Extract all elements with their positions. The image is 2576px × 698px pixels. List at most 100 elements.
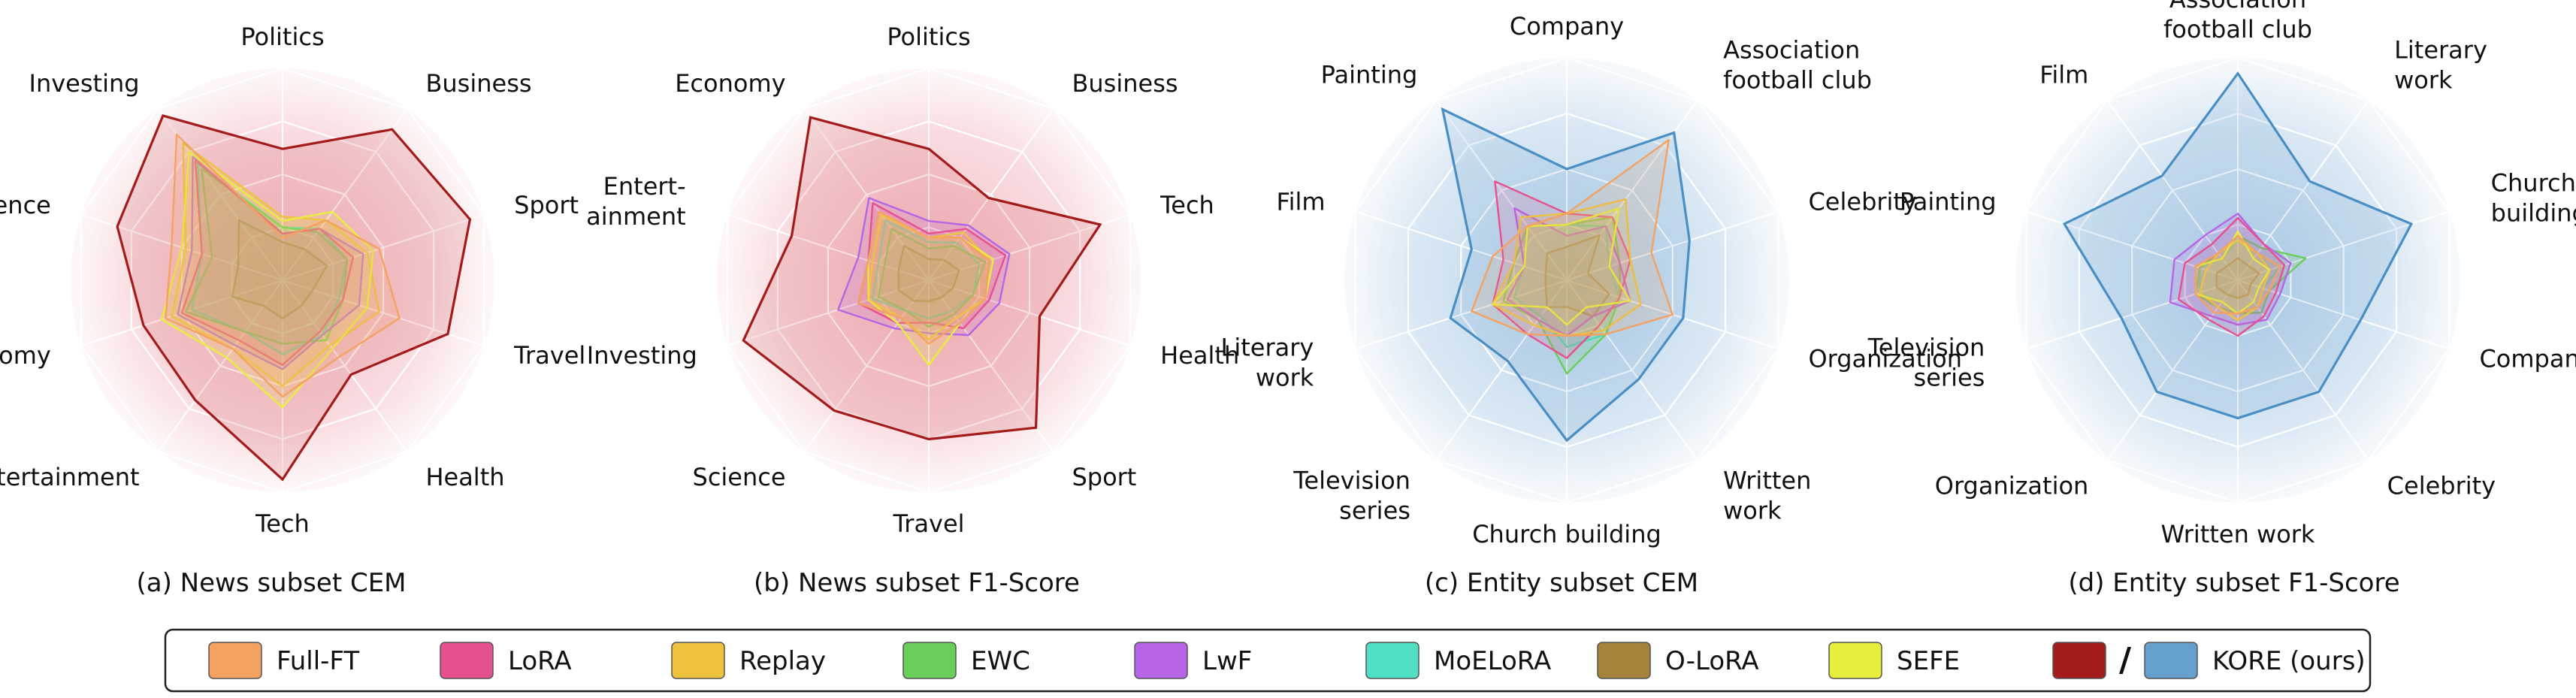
axis-label-politics: Politics bbox=[240, 23, 324, 51]
series-ewc bbox=[185, 168, 349, 345]
series-kore-ours bbox=[2062, 71, 2414, 420]
axis-spoke bbox=[928, 280, 1054, 452]
series-full-ft bbox=[165, 133, 401, 398]
axis-spoke bbox=[282, 280, 485, 347]
axis-spoke bbox=[2106, 280, 2239, 461]
legend-item-ewc: EWC bbox=[903, 642, 1030, 679]
axis-label-entertainment: Entertainment bbox=[0, 463, 140, 491]
legend-swatch bbox=[1828, 642, 1882, 679]
legend-label: LoRA bbox=[508, 646, 572, 676]
legend-swatch bbox=[1597, 642, 1651, 679]
axis-label-television-series: Television series bbox=[1867, 333, 1985, 391]
axis-label-business: Business bbox=[1072, 69, 1178, 98]
axis-spoke bbox=[1435, 280, 1568, 461]
axis-label-health: Health bbox=[1160, 341, 1239, 370]
chart-title-a: (a) News subset CEM bbox=[136, 568, 406, 598]
axis-spoke bbox=[282, 280, 408, 452]
axis-label-politics: Politics bbox=[887, 23, 970, 51]
legend-frame bbox=[164, 628, 2372, 693]
radar-chart-news-f1: Politics Business Tech Health Sport Travel Sci… bbox=[586, 23, 1239, 538]
axis-label-investing: Investing bbox=[29, 69, 140, 98]
axis-spoke bbox=[1566, 280, 1698, 461]
series-full-ft bbox=[2194, 234, 2281, 315]
legend-swatch-kore-news bbox=[2052, 642, 2106, 679]
chart-title-d: (d) Entity subset F1-Score bbox=[2068, 568, 2399, 598]
axis-spoke bbox=[928, 280, 1131, 347]
series-sefe bbox=[1492, 207, 1631, 326]
radar-chart-news-cem: Politics Business Sport Travel Health Tech Ent… bbox=[0, 23, 585, 538]
axis-spoke bbox=[1435, 99, 1568, 281]
legend-item-replay: Replay bbox=[671, 642, 826, 679]
axis-label-written-work: Written work bbox=[2161, 520, 2315, 548]
legend-item-moelora: MoELoRA bbox=[1365, 642, 1551, 679]
legend-swatch bbox=[440, 642, 494, 679]
axis-spoke bbox=[1355, 280, 1568, 350]
legend-item-lora: LoRA bbox=[440, 642, 572, 679]
axis-spoke bbox=[157, 280, 283, 452]
axis-spoke bbox=[282, 213, 485, 281]
axis-spoke bbox=[2237, 280, 2450, 350]
axis-label-company: Company bbox=[2479, 344, 2576, 373]
legend-swatch bbox=[208, 642, 262, 679]
axis-spoke bbox=[928, 108, 1054, 281]
axis-spoke bbox=[2026, 280, 2239, 350]
axis-label-tech: Tech bbox=[1160, 191, 1214, 219]
axis-label-painting: Painting bbox=[1900, 188, 1997, 216]
axis-label-film: Film bbox=[2039, 61, 2088, 89]
series-o-lora bbox=[1544, 234, 1610, 318]
axis-spoke bbox=[2237, 280, 2369, 461]
legend-item-o-lora: O-LoRA bbox=[1597, 642, 1759, 679]
legend-label: Replay bbox=[739, 646, 826, 676]
axis-label-church-building: Church building bbox=[1472, 520, 1661, 548]
axis-spoke bbox=[727, 280, 930, 347]
axis-label-economy: Economy bbox=[0, 341, 51, 370]
legend-item-sefe: SEFE bbox=[1828, 642, 1960, 679]
series-o-lora bbox=[2215, 257, 2260, 299]
legend-label: Full-FT bbox=[277, 646, 359, 676]
legend-label: MoELoRA bbox=[1434, 646, 1551, 676]
series-lora bbox=[857, 202, 1007, 330]
legend: Full-FT LoRA Replay EWC LwF MoELoRA O-LoRA SEFE… bbox=[164, 628, 2372, 693]
axis-spoke bbox=[2026, 210, 2239, 281]
axis-label-literary-work: Literary work bbox=[1221, 333, 1314, 391]
chart-title-c: (c) Entity subset CEM bbox=[1425, 568, 1698, 598]
legend-item-lwf: LwF bbox=[1134, 642, 1252, 679]
series-o-lora bbox=[231, 219, 328, 319]
series-lwf bbox=[837, 197, 1011, 337]
axis-label-television-series: Television series bbox=[1293, 466, 1410, 524]
axis-label-celebrity: Celebrity bbox=[2387, 471, 2496, 500]
legend-item-full-ft: Full-FT bbox=[208, 642, 359, 679]
axis-label-organization: Organization bbox=[1808, 344, 1962, 373]
axis-label-economy: Economy bbox=[675, 69, 785, 98]
axis-spoke bbox=[282, 108, 408, 281]
axis-spoke bbox=[1566, 210, 1779, 281]
axis-label-written-work: Written work bbox=[1723, 466, 1811, 524]
legend-separator: / bbox=[2119, 641, 2132, 679]
series-lora bbox=[180, 159, 355, 366]
legend-swatch-kore-entity bbox=[2144, 642, 2198, 679]
legend-swatch bbox=[1134, 642, 1188, 679]
axis-label-travel: Travel bbox=[513, 341, 585, 370]
axis-label-science: Science bbox=[693, 463, 786, 491]
series-moelora bbox=[871, 219, 981, 319]
legend-swatch bbox=[903, 642, 957, 679]
axis-label-sport: Sport bbox=[1072, 463, 1136, 491]
axis-label-business: Business bbox=[425, 69, 531, 98]
axis-spoke bbox=[928, 213, 1131, 281]
axis-spoke bbox=[2237, 99, 2369, 281]
axis-spoke bbox=[2106, 99, 2239, 281]
axis-spoke bbox=[1355, 210, 1568, 281]
axis-label-tech: Tech bbox=[255, 509, 310, 538]
legend-label: O-LoRA bbox=[1665, 646, 1759, 676]
axis-label-entertainment: Entert-ainment bbox=[586, 172, 685, 231]
axis-label-science: Science bbox=[0, 191, 51, 219]
series-full-ft bbox=[857, 210, 990, 345]
axis-label-sport: Sport bbox=[514, 191, 579, 219]
legend-label: LwF bbox=[1202, 646, 1252, 676]
legend-item-kore-ours: / KORE (ours) bbox=[2052, 641, 2366, 679]
axis-spoke bbox=[727, 213, 930, 281]
